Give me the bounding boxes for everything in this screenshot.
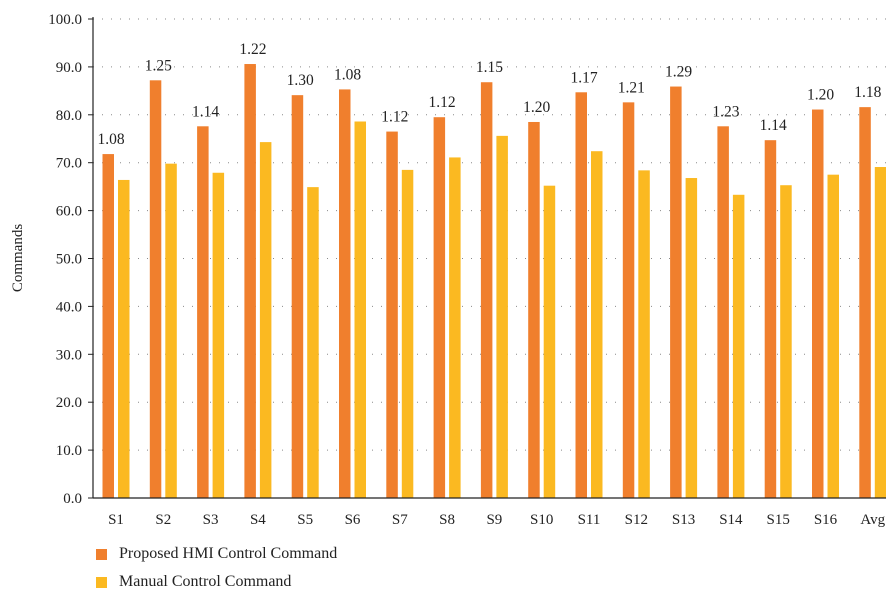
bars bbox=[102, 64, 886, 499]
y-tick-label: 20.0 bbox=[56, 395, 82, 411]
ratio-label: 1.12 bbox=[429, 94, 456, 111]
bar-proposed bbox=[102, 154, 114, 498]
legend: Proposed HMI Control Command Manual Cont… bbox=[96, 540, 337, 596]
ratio-label: 1.20 bbox=[523, 99, 550, 116]
y-tick-label: 90.0 bbox=[56, 60, 82, 76]
bar-manual bbox=[543, 185, 556, 498]
bar-proposed bbox=[480, 82, 493, 498]
bar-manual bbox=[165, 163, 177, 498]
ratio-label: 1.21 bbox=[618, 79, 645, 96]
x-tick-label: S13 bbox=[672, 512, 695, 528]
bar-proposed bbox=[197, 126, 209, 499]
bar-manual bbox=[259, 142, 272, 498]
y-tick-label: 80.0 bbox=[56, 108, 82, 124]
x-tick-label: S15 bbox=[767, 512, 790, 528]
bar-proposed bbox=[339, 89, 351, 499]
x-tick-label: S9 bbox=[486, 512, 502, 528]
bar-manual bbox=[827, 174, 839, 499]
bar-manual bbox=[591, 151, 603, 499]
y-tick-label: 10.0 bbox=[56, 443, 82, 459]
x-tick-label: S16 bbox=[814, 512, 838, 528]
x-tick-label: S3 bbox=[203, 512, 219, 528]
ratio-label: 1.20 bbox=[807, 87, 834, 104]
bar-proposed bbox=[622, 102, 635, 498]
ratio-label: 1.14 bbox=[760, 117, 787, 134]
legend-item-manual: Manual Control Command bbox=[96, 568, 337, 596]
legend-swatch-proposed bbox=[96, 548, 107, 560]
legend-item-proposed: Proposed HMI Control Command bbox=[96, 540, 337, 568]
ratio-label: 1.08 bbox=[97, 131, 124, 148]
x-tick-label: S8 bbox=[439, 512, 455, 528]
y-tick-label: 70.0 bbox=[56, 156, 82, 172]
ratio-label: 1.12 bbox=[381, 109, 408, 126]
ratio-label: 1.25 bbox=[145, 57, 172, 74]
legend-label-proposed: Proposed HMI Control Command bbox=[119, 545, 338, 562]
y-tick-label: 50.0 bbox=[56, 252, 82, 268]
y-tick-label: 0.0 bbox=[63, 491, 82, 507]
bar-manual bbox=[354, 121, 366, 499]
bar-proposed bbox=[812, 109, 824, 498]
x-tick-label: S11 bbox=[578, 512, 601, 528]
y-tick-label: 100.0 bbox=[48, 12, 82, 28]
ratio-label: 1.14 bbox=[192, 103, 219, 120]
bar-proposed bbox=[575, 92, 587, 499]
bar-proposed bbox=[149, 80, 162, 498]
x-tick-label: S2 bbox=[155, 512, 171, 528]
y-tick-label: 40.0 bbox=[56, 299, 82, 315]
bar-proposed bbox=[433, 117, 446, 498]
ratio-label: 1.17 bbox=[570, 69, 597, 86]
bar-manual bbox=[401, 169, 414, 498]
ratio-label: 1.29 bbox=[665, 64, 692, 81]
x-tick-label: S1 bbox=[108, 512, 124, 528]
bar-manual bbox=[496, 135, 508, 498]
x-tick-label: Avg bbox=[860, 512, 885, 528]
x-tick-label: S4 bbox=[250, 512, 266, 528]
bar-manual bbox=[118, 179, 130, 498]
x-tick-label: S7 bbox=[392, 512, 408, 528]
bar-proposed bbox=[670, 86, 682, 498]
x-tick-label: S6 bbox=[345, 512, 361, 528]
bar-manual bbox=[449, 157, 461, 498]
bar-proposed bbox=[386, 131, 398, 498]
bar-proposed bbox=[244, 64, 256, 498]
ratio-label: 1.23 bbox=[712, 103, 739, 120]
bar-proposed bbox=[717, 126, 729, 499]
bar-manual bbox=[638, 170, 650, 498]
y-axis-title: Commands bbox=[10, 224, 26, 292]
data-labels: 1.08 1.25 1.14 1.22 1.30 1.08 1.12 1.12 1.15 1.20… bbox=[97, 41, 881, 148]
bar-chart: 1.08 1.25 1.14 1.22 1.30 1.08 1.12 1.12 1.15 1.20… bbox=[10, 12, 886, 528]
bar-manual bbox=[780, 185, 792, 498]
bar-proposed bbox=[764, 140, 777, 498]
ratio-label: 1.15 bbox=[476, 59, 503, 76]
legend-swatch-manual bbox=[96, 576, 107, 588]
ratio-label: 1.30 bbox=[287, 72, 314, 89]
bar-manual bbox=[307, 187, 319, 498]
x-tick-label: S5 bbox=[297, 512, 313, 528]
ratio-label: 1.22 bbox=[239, 41, 266, 58]
bar-proposed bbox=[528, 121, 540, 499]
bar-manual bbox=[685, 178, 698, 498]
bar-proposed bbox=[859, 107, 871, 499]
y-tick-label: 60.0 bbox=[56, 204, 82, 220]
x-tick-label: S12 bbox=[625, 512, 648, 528]
ratio-label: 1.18 bbox=[854, 84, 881, 101]
ratio-label: 1.08 bbox=[334, 66, 361, 83]
axes: 0.0 10.0 20.0 30.0 40.0 50.0 60.0 70.0 80.0 90.0 1… bbox=[48, 12, 886, 528]
y-tick-label: 30.0 bbox=[56, 347, 82, 363]
x-tick-label: S14 bbox=[719, 512, 743, 528]
legend-label-manual: Manual Control Command bbox=[119, 573, 292, 590]
bar-manual bbox=[212, 172, 225, 498]
bar-proposed bbox=[291, 95, 304, 498]
bar-manual bbox=[874, 167, 886, 499]
x-tick-label: S10 bbox=[530, 512, 553, 528]
bar-manual bbox=[732, 194, 745, 498]
